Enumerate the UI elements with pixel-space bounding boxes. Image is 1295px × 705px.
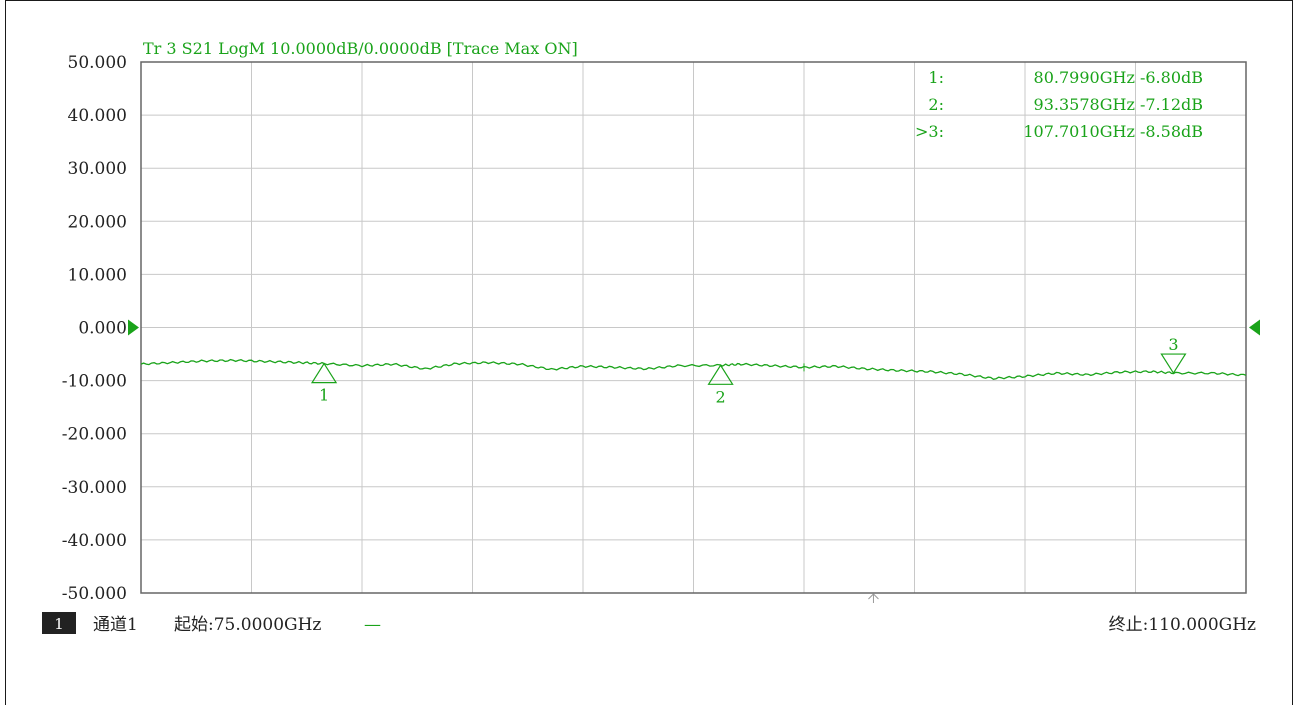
y-tick-label: -40.000	[62, 531, 127, 551]
y-tick-label: -10.000	[62, 372, 127, 392]
markers: 1 2 3	[310, 335, 1187, 406]
marker-readout-table: 1: 80.7990GHz -6.80dB 2: 93.3578GHz -7.12dB…	[915, 68, 1203, 141]
marker-2-triangle	[707, 364, 734, 385]
ref-level-arrow-right	[1249, 319, 1260, 336]
y-tick-label: 0.000	[78, 319, 127, 339]
channel-label: 通道1	[93, 615, 138, 635]
marker-3-label: 3	[1168, 335, 1178, 354]
plot-border	[140, 61, 1247, 594]
y-tick-label: 20.000	[68, 212, 127, 232]
marker-3-triangle	[1160, 353, 1187, 375]
marker-readout-index: 1:	[928, 68, 944, 87]
marker-readout-index: >3:	[915, 122, 944, 141]
marker-1-triangle	[310, 362, 338, 384]
channel-badge[interactable]	[42, 612, 76, 634]
y-tick-labels: 50.000 40.000 30.000 20.000 10.000 0.000 -10.0…	[62, 53, 127, 604]
marker-readout-value: 80.7990GHz -6.80dB	[1034, 68, 1203, 87]
trace-title: Tr 3 S21 LogM 10.0000dB/0.0000dB [Trace …	[143, 39, 578, 58]
stop-frequency[interactable]: 终止:110.000GHz	[1109, 615, 1256, 635]
ref-level-arrow-left	[128, 319, 139, 336]
grid	[140, 61, 1247, 594]
y-tick-label: 40.000	[68, 106, 127, 126]
y-tick-label: -20.000	[62, 425, 127, 445]
marker-readout-index: 2:	[928, 95, 944, 114]
y-tick-label: 30.000	[68, 159, 127, 179]
stimulus-arrow-head	[868, 593, 879, 600]
instrument-frame	[5, 0, 1293, 705]
marker-2-label: 2	[715, 387, 725, 406]
trace-line	[140, 358, 1247, 380]
channel-number: 1	[54, 615, 64, 633]
marker-1-label: 1	[319, 386, 329, 405]
start-frequency[interactable]: 起始:75.0000GHz	[174, 615, 321, 635]
y-tick-label: 50.000	[68, 53, 127, 73]
y-tick-label: 10.000	[68, 265, 127, 285]
reference-indicators	[128, 319, 1260, 603]
trace-layer	[140, 358, 1247, 380]
y-tick-label: -50.000	[62, 584, 127, 604]
start-indicator: —	[364, 615, 381, 635]
marker-readout-value: 107.7010GHz -8.58dB	[1023, 122, 1203, 141]
marker-readout-value: 93.3578GHz -7.12dB	[1034, 95, 1203, 114]
y-tick-label: -30.000	[62, 478, 127, 498]
